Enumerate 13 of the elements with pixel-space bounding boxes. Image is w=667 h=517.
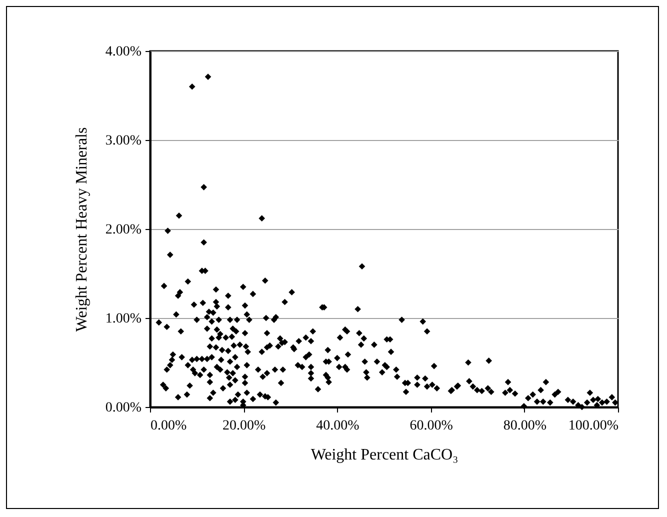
y-axis-title: Weight Percent Heavy Minerals xyxy=(73,127,90,332)
x-tick-label: 40.00% xyxy=(316,418,360,434)
x-tick-label: 20.00% xyxy=(222,418,266,434)
x-axis-title: Weight Percent CaCO₃ xyxy=(310,446,458,464)
y-tick-label: 3.00% xyxy=(105,134,142,148)
y-tick-label: 1.00% xyxy=(105,312,142,326)
x-tick-label: 0.00% xyxy=(150,418,187,434)
x-tick-label: 80.00% xyxy=(503,418,547,434)
x-tick-label: 60.00% xyxy=(410,418,454,434)
y-tick-label: 0.00% xyxy=(105,400,142,416)
x-tick-label: 100.00% xyxy=(568,418,619,434)
y-tick-label: 2.00% xyxy=(105,222,142,238)
y-tick-label: 4.00% xyxy=(105,44,142,60)
